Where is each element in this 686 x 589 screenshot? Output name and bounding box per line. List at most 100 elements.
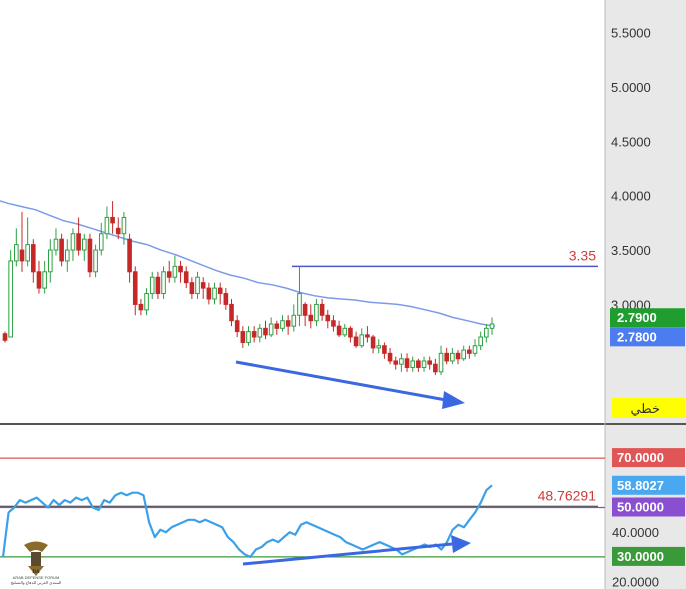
price-tag-box (610, 327, 685, 347)
horizontal-level-label: 3.35 (569, 247, 596, 263)
candle-body (87, 238, 93, 273)
candle-body (433, 363, 438, 373)
candle (484, 323, 489, 343)
candle (427, 356, 433, 370)
candle (172, 255, 178, 283)
candle-body (467, 349, 472, 354)
rsi-level-tag-box (612, 448, 685, 468)
candle-body (319, 303, 325, 316)
rsi-level-tag-label: 70.0000 (617, 450, 664, 465)
rsi-tick-label: 40.0000 (612, 525, 659, 540)
price-tick-label: 4.0000 (611, 189, 651, 204)
candle-body (478, 336, 483, 347)
candle-body (331, 320, 336, 327)
candle (144, 288, 149, 316)
divergence-arrow-rsi[interactable] (242, 535, 471, 566)
candle-body (308, 314, 314, 322)
candle-body (314, 303, 319, 322)
candle-body (70, 233, 76, 251)
candle-body (8, 260, 13, 338)
candle-body (399, 358, 404, 365)
rsi-value-tag: 58.8027 (612, 475, 685, 495)
candle (331, 315, 336, 332)
candle (461, 345, 466, 361)
candle (14, 228, 19, 267)
candle (359, 328, 365, 348)
candle-body (200, 282, 206, 289)
candle (348, 326, 353, 343)
candle-body (489, 323, 495, 329)
candle-body (206, 287, 212, 300)
candle (302, 302, 308, 327)
watermark-logo: DA ARAB DEFENSE FORUM المنتدى العربي للد… (11, 541, 62, 585)
candle (416, 358, 421, 372)
divergence-arrow-price[interactable] (235, 360, 465, 409)
price-tick-label: 5.0000 (611, 80, 651, 95)
candle (314, 298, 319, 327)
candle-body (246, 331, 251, 343)
candle-body (155, 276, 161, 295)
candle (31, 239, 36, 283)
candle-body (229, 303, 234, 322)
candle-body (461, 349, 466, 360)
candle-body (189, 282, 195, 295)
candle (166, 260, 172, 283)
candle (455, 350, 461, 365)
candle-body (251, 331, 257, 338)
candle (93, 244, 98, 278)
rsi-level-tag-box (612, 546, 685, 566)
candle-body (217, 287, 223, 295)
price-pane[interactable]: 5.50005.00004.50004.00003.50003.00003.35… (0, 26, 685, 418)
candle-body (48, 249, 53, 273)
rsi-level-tag: 70.0000 (612, 448, 685, 468)
candle (53, 228, 59, 256)
indicator-label-badge[interactable]: خطي (612, 398, 685, 418)
rsi-pane[interactable]: 40.0000 20.0000 70.0000 50.0000 30.0000 58.80… (0, 448, 685, 589)
candle (410, 356, 416, 372)
candle (393, 356, 399, 370)
candle-body (416, 360, 421, 368)
candle (217, 282, 223, 305)
rsi-line[interactable] (1, 484, 493, 558)
candle (212, 282, 217, 305)
rsi-level-tag-label: 30.0000 (617, 549, 664, 564)
candle-body (76, 233, 81, 251)
moving-average-line[interactable] (0, 196, 496, 327)
candle (297, 266, 302, 327)
candle-body (302, 303, 308, 316)
candle-body (115, 227, 121, 235)
candle (183, 266, 189, 289)
candle (263, 320, 268, 340)
candle (467, 345, 472, 359)
candle (19, 212, 25, 272)
candle (64, 239, 70, 272)
candle-body (263, 327, 268, 336)
candle-body (404, 358, 410, 368)
candle (342, 323, 348, 338)
rsi-level-tag-box (612, 497, 685, 517)
candle (257, 323, 263, 343)
candle-body (104, 216, 110, 235)
svg-text:المنتدى العربي للدفاع والتسليح: المنتدى العربي للدفاع والتسليح (11, 580, 62, 585)
candle-body (234, 320, 240, 333)
candle-body (353, 336, 359, 347)
candle (178, 260, 183, 283)
candle (399, 353, 404, 372)
candle (2, 331, 8, 343)
price-tick-label: 5.5000 (611, 26, 651, 41)
candle-body (376, 345, 382, 349)
candle (132, 266, 138, 316)
candle (382, 342, 387, 359)
rsi-annotation-label: 48.76291 (538, 487, 597, 503)
rsi-level-tag: 30.0000 (612, 546, 685, 566)
candle-body (110, 216, 115, 224)
candle-body (138, 303, 144, 311)
indicator-label-text: خطي (630, 401, 660, 416)
candle (438, 345, 444, 376)
candle (195, 271, 200, 299)
candle (472, 339, 478, 357)
candle-body (161, 271, 166, 295)
candle (206, 282, 212, 305)
candle (404, 353, 410, 372)
candle-body (25, 244, 30, 262)
